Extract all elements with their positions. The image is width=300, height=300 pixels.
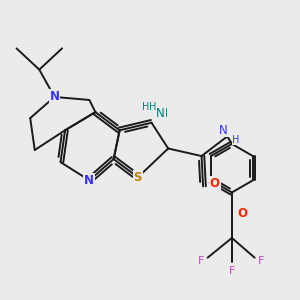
Text: O: O	[238, 207, 248, 220]
Text: N: N	[156, 107, 165, 120]
Text: F: F	[258, 256, 265, 266]
Text: N: N	[84, 174, 94, 187]
Text: N: N	[158, 107, 168, 120]
Text: N: N	[219, 124, 228, 137]
Text: H: H	[232, 135, 239, 145]
Text: F: F	[229, 266, 235, 276]
Text: O: O	[210, 177, 220, 190]
Text: N: N	[50, 90, 59, 104]
Text: H: H	[142, 102, 150, 112]
Text: F: F	[198, 256, 204, 266]
Text: S: S	[134, 171, 142, 184]
Text: H: H	[149, 102, 157, 112]
